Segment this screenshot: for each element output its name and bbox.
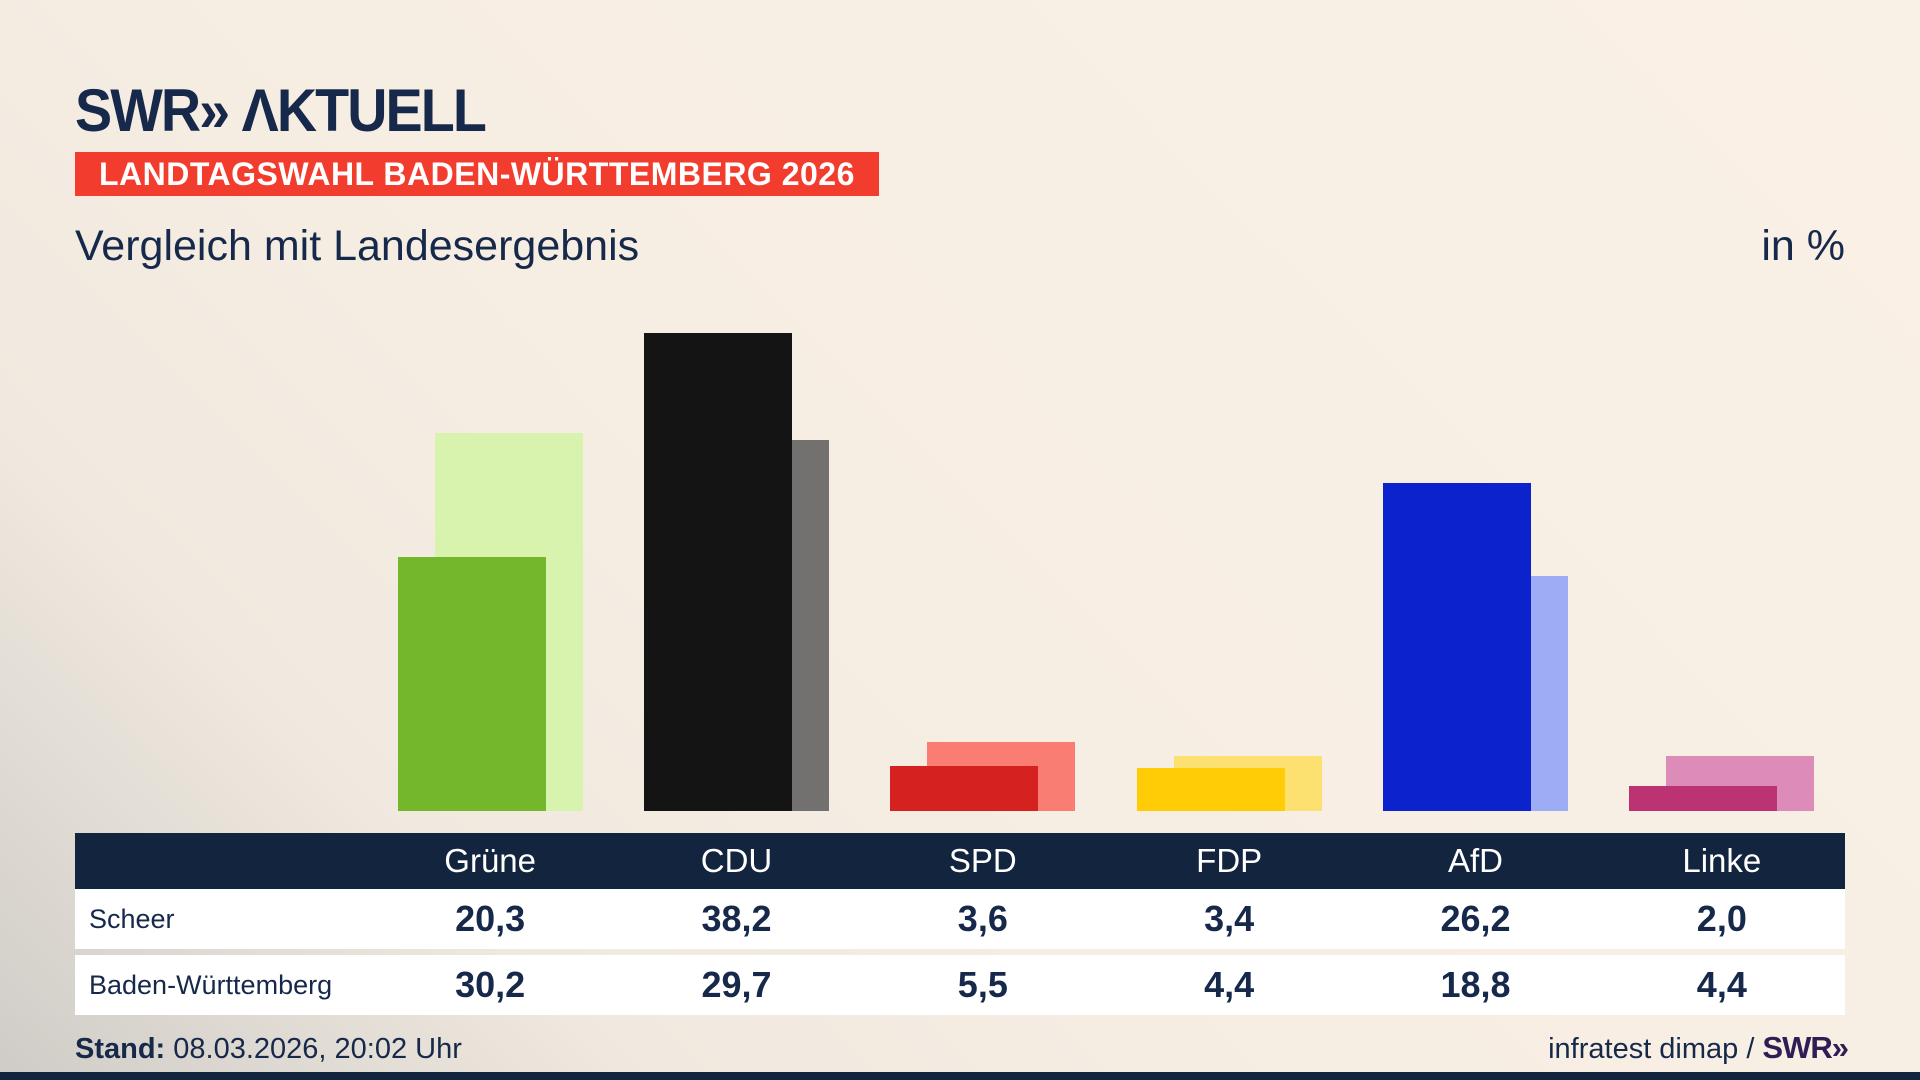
row-label: Baden-Württemberg (89, 969, 333, 1000)
bar-scheer-linke (1629, 786, 1777, 811)
value-cell: 4,4 (1696, 964, 1747, 1005)
value-cell: 20,3 (455, 898, 526, 939)
bar-scheer-spd (890, 766, 1039, 811)
value-cell: 38,2 (701, 898, 772, 939)
value-cell: 4,4 (1204, 964, 1255, 1005)
bar-scheer-grüne (398, 557, 546, 811)
source-text: infratest dimap / (1548, 1033, 1755, 1065)
value-cell: 2,0 (1696, 898, 1747, 939)
table-row-baden-wuerttemberg: Baden-Württemberg 30,2 29,7 5,5 4,4 18,8… (75, 955, 1845, 1015)
swr-aktuell-logo: SWR» ΛKTUELL (75, 76, 487, 146)
table-header-row: Grüne CDU SPD FDP AfD Linke (75, 833, 1845, 889)
row-label: Scheer (89, 903, 175, 934)
bottom-brand-strip (0, 1072, 1920, 1080)
value-cell: 3,4 (1204, 898, 1255, 939)
bar-scheer-fdp (1136, 768, 1285, 811)
value-cell: 18,8 (1440, 964, 1511, 1005)
bar-scheer-cdu (644, 333, 793, 811)
swr-logo-text: SWR (75, 77, 201, 145)
aktuell-logo-text: ΛKTUELL (241, 77, 487, 145)
table-row-scheer: Scheer 20,3 38,2 3,6 3,4 26,2 2,0 (75, 889, 1845, 949)
value-cell: 26,2 (1440, 898, 1511, 939)
table-corner-cell (75, 833, 367, 889)
chart-title: Vergleich mit Landesergebnis (75, 222, 640, 270)
bar-scheer-afd (1382, 483, 1531, 811)
column-header: AfD (1447, 842, 1503, 879)
unit-label: in % (1761, 222, 1845, 270)
footer: Stand: 08.03.2026, 20:02 Uhr infratest d… (75, 1030, 1849, 1066)
stand-label: Stand: (75, 1033, 166, 1065)
value-cell: 29,7 (701, 964, 772, 1005)
column-header: Linke (1682, 842, 1762, 879)
results-table: Grüne CDU SPD FDP AfD Linke Scheer 20,3 … (75, 833, 1845, 1015)
timestamp: Stand: 08.03.2026, 20:02 Uhr (75, 1033, 462, 1066)
double-chevron-icon: » (1831, 1030, 1849, 1065)
value-cell: 3,6 (957, 898, 1008, 939)
stand-value: 08.03.2026, 20:02 Uhr (173, 1033, 462, 1065)
column-header: FDP (1196, 842, 1263, 879)
source-credit: infratest dimap / SWR» (1548, 1030, 1849, 1066)
column-header: CDU (700, 842, 773, 879)
swr-logo-footer: SWR» (1762, 1030, 1849, 1065)
election-badge: LANDTAGSWAHL BADEN-WÜRTTEMBERG 2026 (75, 152, 879, 196)
value-cell: 5,5 (957, 964, 1008, 1005)
column-header: Grüne (444, 842, 537, 879)
column-header: SPD (948, 842, 1017, 879)
value-cell: 30,2 (455, 964, 526, 1005)
